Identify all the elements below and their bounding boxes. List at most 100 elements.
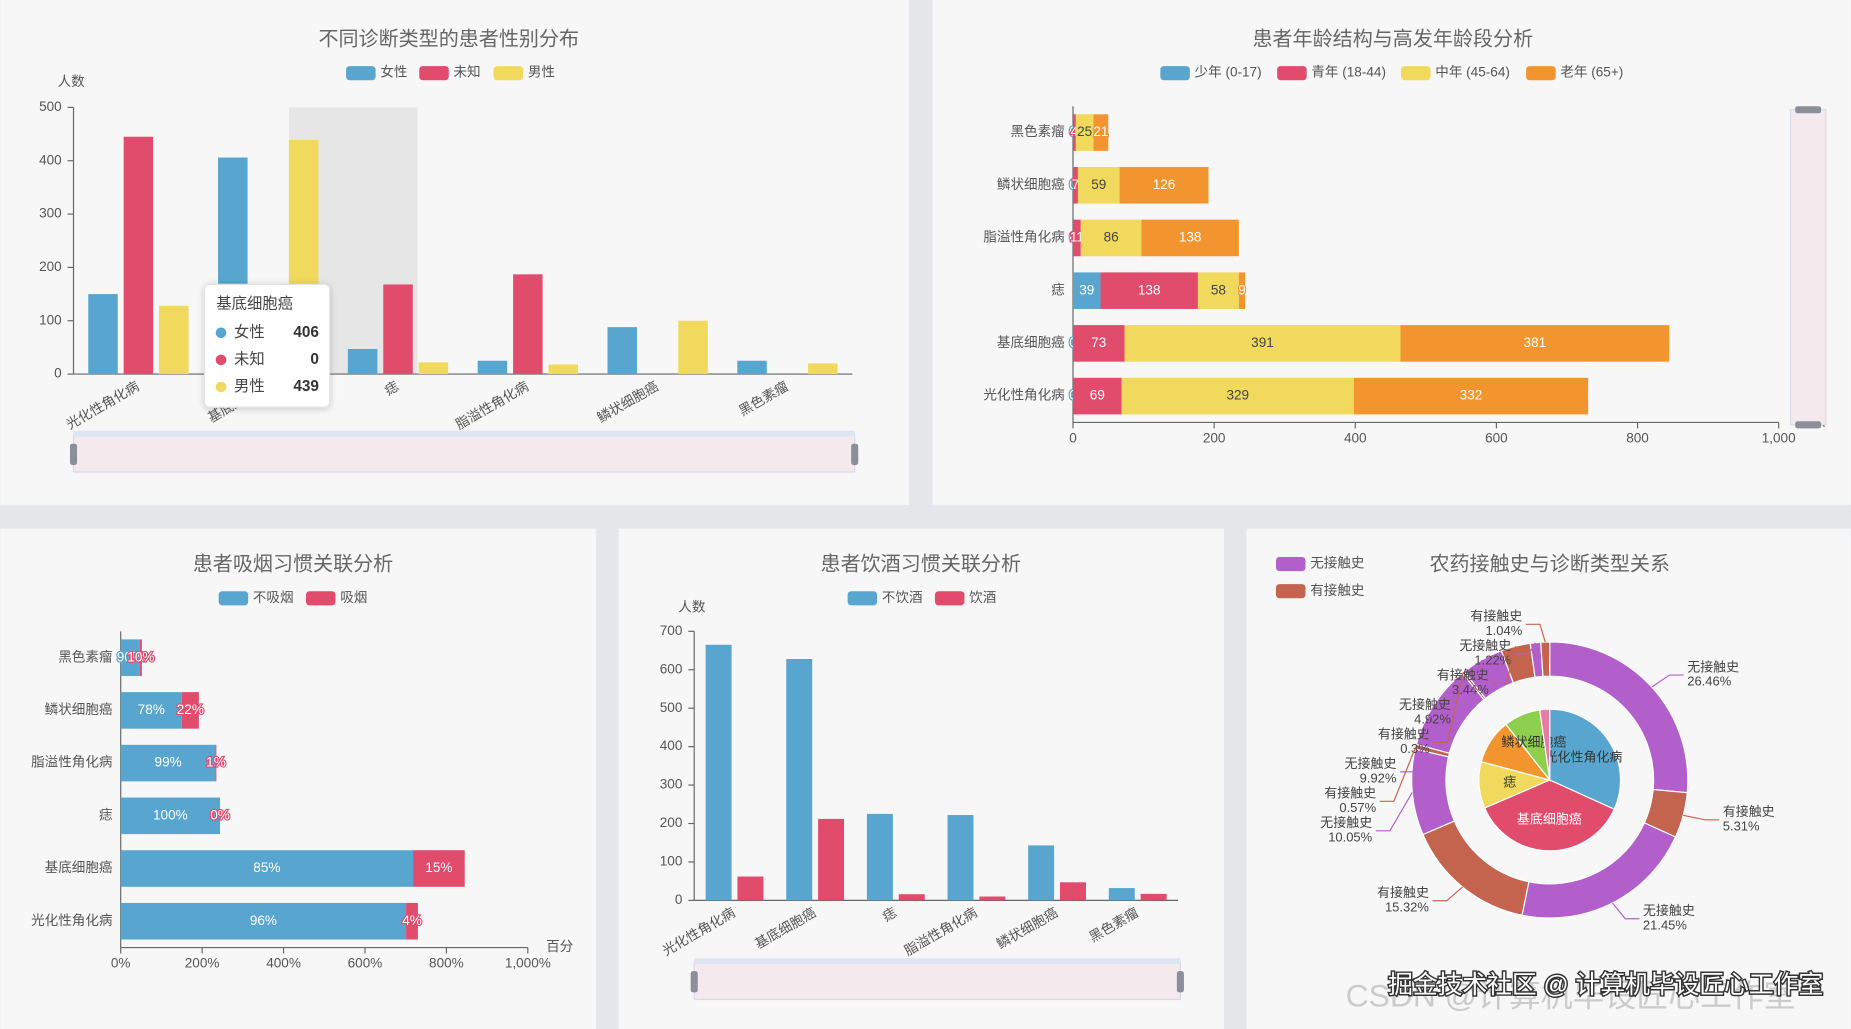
zoom-handle — [1795, 421, 1822, 429]
legend-label: 无接触史 — [1310, 555, 1365, 571]
legend-label: 有接触史 — [1310, 582, 1365, 598]
tooltip-dot — [215, 327, 227, 339]
bar — [947, 815, 974, 901]
ring-label-name: 无接触史 — [1459, 638, 1511, 653]
data-label: 69 — [1090, 388, 1105, 403]
data-label: 86 — [1104, 230, 1119, 245]
ring-label-name: 无接触史 — [1687, 659, 1739, 674]
label-line — [1651, 674, 1684, 688]
bar — [123, 136, 154, 375]
data-label: 39 — [1079, 282, 1094, 297]
bar-segment — [413, 850, 465, 887]
data-label: 90% — [117, 649, 144, 664]
legend-swatch — [218, 591, 249, 606]
bar-segment — [1073, 114, 1076, 151]
bar — [347, 349, 378, 375]
ring-label-value: 3.44% — [1452, 682, 1489, 697]
data-label: 0% — [210, 807, 230, 822]
legend-swatch — [1401, 66, 1431, 81]
legend-swatch — [419, 66, 449, 81]
legend-label: 男性 — [528, 65, 555, 80]
bar — [159, 305, 189, 375]
bar — [678, 320, 708, 375]
bar-segment — [120, 797, 221, 835]
bar-segment — [120, 639, 140, 676]
pie-slice — [1549, 708, 1622, 811]
y-tick-label: 200 — [39, 259, 62, 274]
bar — [808, 363, 838, 375]
bar-segment — [1238, 272, 1246, 309]
legend-label: 吸烟 — [340, 590, 367, 605]
zoom-handle — [690, 971, 698, 993]
bar-segment — [1100, 272, 1198, 309]
data-label: 15% — [425, 860, 452, 875]
panel — [0, 528, 597, 1029]
data-label: 329 — [1226, 388, 1249, 403]
legend-label: 青年 (18-44) — [1311, 65, 1386, 80]
y-tick-label: 鳞状细胞癌 — [45, 702, 113, 717]
y-tick-label: 痣 — [1051, 282, 1065, 297]
bar — [607, 327, 637, 375]
ring-label-name: 无接触史 — [1643, 903, 1695, 918]
bar — [513, 274, 543, 375]
bar-segment — [1093, 114, 1109, 151]
bar — [737, 876, 764, 901]
y-tick-label: 0 — [54, 366, 62, 381]
data-label: 138 — [1179, 230, 1202, 245]
label-line — [1492, 646, 1517, 684]
tooltip-box — [203, 283, 331, 408]
bar-segment — [1077, 166, 1120, 204]
ring-label-value: 9.92% — [1360, 770, 1397, 785]
y-tick-label: 脂溢性角化病 — [31, 755, 112, 770]
y-tick-label: 0 — [675, 892, 683, 907]
zoom-handle — [851, 443, 859, 465]
label-line — [1379, 746, 1417, 802]
data-label: 9 — [1238, 282, 1246, 297]
x-tick-label: 800 — [1626, 431, 1649, 446]
chart-title: 患者年龄结构与高发年龄段分析 — [1252, 27, 1533, 50]
bar-segment — [1073, 219, 1081, 257]
data-label: 58 — [1211, 282, 1226, 297]
ring-label-value: 1.04% — [1485, 623, 1522, 638]
bar-segment — [120, 692, 182, 729]
bar-segment — [1119, 166, 1209, 204]
data-label: 10% — [127, 649, 154, 664]
legend-label: 不吸烟 — [253, 590, 294, 605]
bar-segment — [120, 902, 407, 940]
bar — [737, 360, 767, 375]
bar — [383, 284, 413, 375]
tooltip-dot — [215, 354, 227, 366]
y-tick-label: 500 — [39, 99, 62, 114]
label-line — [1514, 642, 1536, 655]
label-line — [1454, 659, 1483, 714]
y-tick-label: 600 — [660, 661, 683, 676]
bar-segment — [1141, 219, 1239, 257]
x-axis-name: 百分 — [546, 939, 574, 954]
x-tick-label: 1,000% — [505, 956, 551, 971]
y-tick-label: 基底细胞癌 — [45, 859, 113, 875]
data-label: 1% — [206, 755, 226, 770]
data-label: 78% — [138, 702, 165, 717]
y-axis-name: 人数 — [678, 599, 706, 614]
bar-segment — [120, 744, 216, 782]
bar-segment — [1073, 272, 1101, 309]
ring-label-name: 无接触史 — [1399, 697, 1451, 712]
legend-label: 老年 (65+) — [1560, 65, 1623, 80]
label-line — [1432, 886, 1463, 902]
legend-label: 饮酒 — [969, 590, 996, 605]
x-tick-label: 600% — [348, 956, 383, 971]
data-label: 391 — [1251, 335, 1274, 350]
pie-slice — [1539, 708, 1551, 781]
watermark: CSDN @计算机毕设匠心工作室 — [1346, 978, 1796, 1014]
x-tick-label: 400% — [266, 956, 301, 971]
y-tick-label: 500 — [660, 700, 683, 715]
y-tick-label: 黑色素瘤 — [1010, 123, 1065, 139]
ring-label-name: 有接触史 — [1723, 804, 1775, 819]
bar — [88, 294, 118, 375]
panel — [932, 0, 1851, 506]
y-tick-label: 700 — [660, 623, 683, 638]
bar — [418, 362, 449, 375]
ring-label-value: 4.92% — [1414, 711, 1451, 726]
y-tick-label: 基底细胞癌 — [997, 334, 1065, 350]
bar-segment — [139, 639, 142, 676]
